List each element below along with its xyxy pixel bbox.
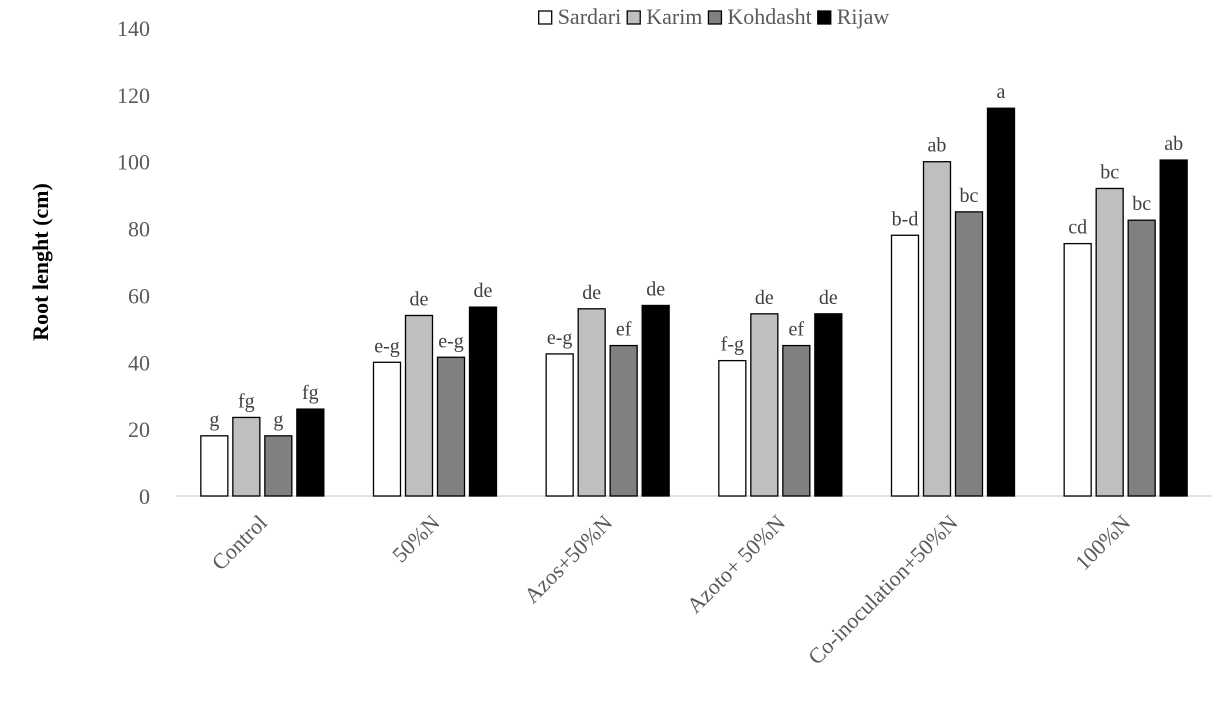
category-label: Azos+50%N xyxy=(519,510,617,608)
bar-karim xyxy=(1095,187,1124,497)
bar-rijaw xyxy=(468,306,498,497)
bar-rijaw xyxy=(1159,159,1188,497)
bar-rijaw xyxy=(296,408,325,497)
data-label: a xyxy=(997,81,1006,103)
data-label: bc xyxy=(1100,161,1119,183)
bar-sardari xyxy=(545,353,574,497)
bar-kohdasht xyxy=(609,344,638,497)
y-tick-label: 60 xyxy=(128,283,150,308)
bar-sardari xyxy=(1063,242,1092,497)
legend-label-karim: Karim xyxy=(646,4,702,29)
data-label: e-g xyxy=(438,330,464,352)
data-label: de xyxy=(646,278,665,300)
data-label: ef xyxy=(616,319,632,341)
y-tick-label: 120 xyxy=(117,83,150,108)
data-label: de xyxy=(474,280,493,302)
bar-karim xyxy=(577,308,606,497)
bar-sardari xyxy=(372,361,402,497)
bar-kohdasht xyxy=(954,211,984,497)
data-label: b-d xyxy=(892,208,919,230)
y-axis-label: Root lenght (cm) xyxy=(28,183,53,341)
data-label: cd xyxy=(1068,217,1087,239)
legend-swatch-kohdasht xyxy=(707,10,723,25)
bars xyxy=(200,107,1188,497)
data-label: ab xyxy=(928,135,947,157)
data-label: g xyxy=(273,409,283,431)
bar-karim xyxy=(404,314,434,497)
data-label: g xyxy=(209,409,219,431)
bar-karim xyxy=(922,161,952,497)
data-label: f-g xyxy=(721,334,744,356)
y-tick-label: 80 xyxy=(128,217,150,242)
category-label: 50%N xyxy=(387,510,445,568)
bar-sardari xyxy=(890,234,920,497)
bar-sardari xyxy=(718,359,747,497)
data-label: bc xyxy=(1132,193,1151,215)
category-label: 100%N xyxy=(1070,510,1135,575)
bar-karim xyxy=(750,313,779,497)
y-tick-label: 20 xyxy=(128,417,150,442)
data-label: e-g xyxy=(547,327,573,349)
data-label: de xyxy=(819,287,838,309)
legend-label-rijaw: Rijaw xyxy=(837,4,890,29)
y-tick-label: 0 xyxy=(139,484,150,509)
category-label: Azoto+ 50%N xyxy=(682,510,790,618)
bar-kohdasht xyxy=(1127,219,1156,497)
legend-swatch-sardari xyxy=(538,10,553,25)
bar-karim xyxy=(232,416,261,497)
legend: Sardari Karim Kohdasht Rijaw xyxy=(538,4,890,29)
bar-rijaw xyxy=(814,313,843,497)
category-label: Co-inoculation+50%N xyxy=(803,510,963,670)
bar-kohdasht xyxy=(436,356,466,497)
data-label: de xyxy=(755,287,774,309)
bar-rijaw xyxy=(641,304,670,497)
y-tick-label: 140 xyxy=(117,16,150,41)
data-labels: gfggfge-gdee-gdee-gdeefdef-gdeefdeb-dabb… xyxy=(209,81,1183,431)
data-label: ef xyxy=(789,319,805,341)
category-label: Control xyxy=(207,510,272,575)
data-label: de xyxy=(582,282,601,304)
legend-swatch-karim xyxy=(626,10,641,25)
legend-label-sardari: Sardari xyxy=(558,4,622,29)
bar-kohdasht xyxy=(782,344,811,497)
data-label: e-g xyxy=(374,335,400,357)
data-label: bc xyxy=(960,185,979,207)
category-labels: Control 50%N Azos+50%N Azoto+ 50%N Co-inocul… xyxy=(207,510,1136,670)
y-axis-ticks: 0 20 40 60 80 100 120 140 xyxy=(117,16,150,509)
legend-swatch-rijaw xyxy=(817,10,832,25)
y-tick-label: 40 xyxy=(128,350,150,375)
legend-label-kohdasht: Kohdasht xyxy=(727,4,811,29)
y-tick-label: 100 xyxy=(117,150,150,175)
data-label: ab xyxy=(1164,133,1183,155)
bar-sardari xyxy=(200,435,229,497)
bar-kohdasht xyxy=(264,435,293,497)
bar-rijaw xyxy=(986,107,1016,497)
data-label: fg xyxy=(302,382,319,404)
data-label: fg xyxy=(238,390,255,412)
data-label: de xyxy=(410,288,429,310)
